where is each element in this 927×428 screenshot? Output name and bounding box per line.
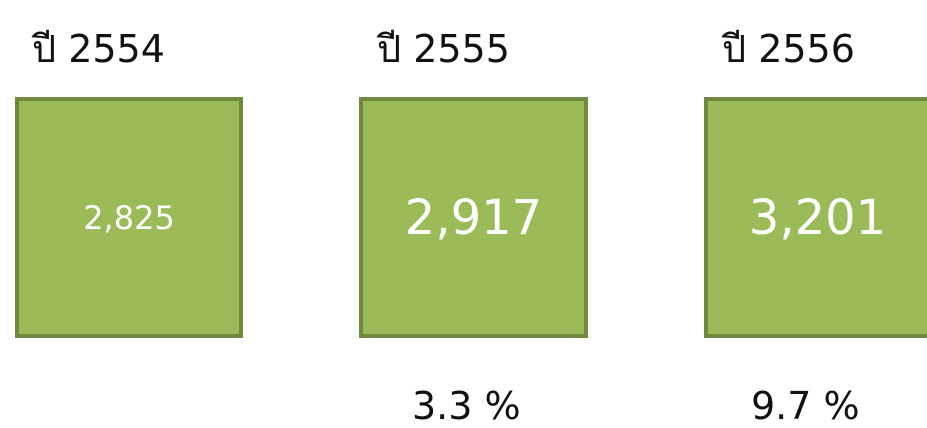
value-box: 2,825 [15,97,243,338]
value-box: 2,917 [359,97,588,338]
change-text: 3.3 % [412,384,521,428]
value-text: 2,917 [404,189,543,246]
change-text: 9.7 % [751,384,860,428]
value-text: 3,201 [748,189,887,246]
value-text: 2,825 [83,198,175,237]
value-box: 3,201 [704,97,927,338]
year-title: ปี 2556 [722,27,855,71]
year-title: ปี 2555 [377,27,510,71]
year-title: ปี 2554 [32,27,165,71]
